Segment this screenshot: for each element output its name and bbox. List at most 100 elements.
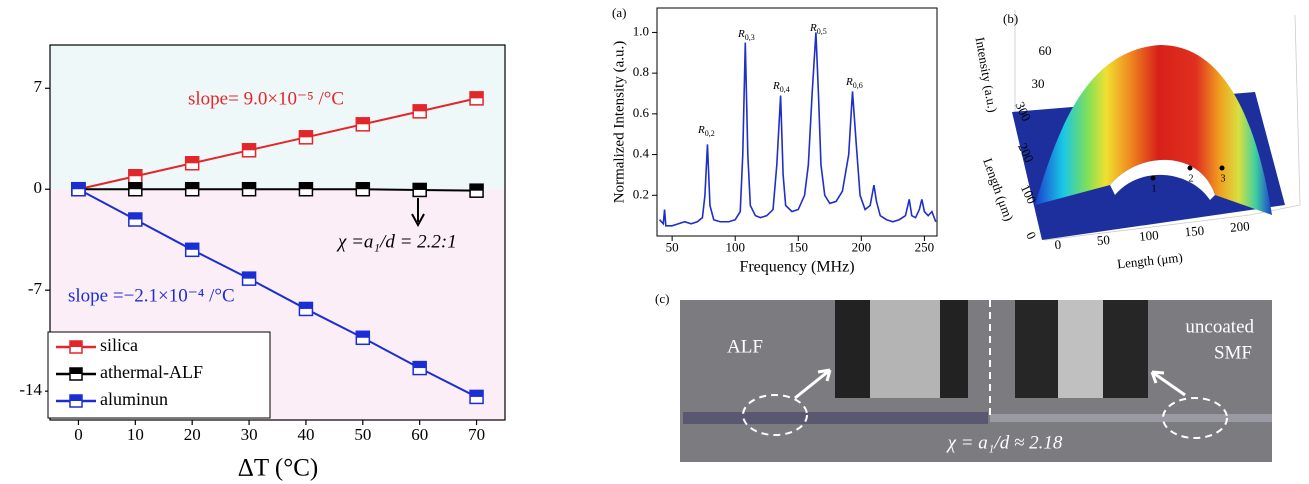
marker [71,181,86,197]
annotation: χ =a₁/d = 2.2:1 [336,231,457,252]
peak-label-main: R [845,76,853,88]
peak-label: R0,3 [737,28,755,42]
zoom-ellipse [742,394,808,436]
y-tick-label: 0.8 [633,64,649,79]
plot-frame [49,44,506,421]
zoom-ellipse [1162,397,1228,439]
x-axis-label: Frequency (MHz) [739,259,854,276]
y-tick-label: 300 [1012,99,1034,123]
marker [298,130,314,145]
marker [184,156,200,171]
annotation-arrow [411,198,425,228]
marker-fill [185,182,199,190]
marker-fill [128,213,142,220]
box-frame [1014,10,1301,241]
y-tick-label: -7 [28,279,43,298]
peak-label-main: R [737,28,745,40]
legend-marker-fill [70,395,82,401]
peak-label-sub: 0,4 [780,85,790,94]
legend-marker-fill [70,368,82,374]
x-tick-label: 70 [468,425,485,444]
marker [184,181,200,197]
smf-label: SMF [1214,342,1252,363]
marker-fill [356,117,370,125]
marker-fill [128,182,142,190]
marker [128,212,143,227]
marker [355,117,371,132]
x-tick-label: 40 [297,425,314,444]
y-axis-label: Normalized Intensity (a.u.) [611,41,627,203]
panel-label: (c) [655,291,669,306]
arrow [1150,370,1186,397]
marker [412,182,427,198]
smf-fiber [990,414,1272,422]
y-axis-label: Length (μm) [980,156,1017,223]
marker-fill [185,243,199,250]
location-dot [1150,175,1156,181]
legend: silica athermal-ALF aluminun [47,331,271,419]
marker-fill [413,104,427,112]
marker [355,181,371,197]
micrograph: (c) ALF uncoated SMF χ = a₁/d ≈ 2.18 [655,291,1272,462]
x-tick-label: 60 [411,425,428,444]
marker-fill [71,182,85,190]
peak-label-sub: 0,3 [745,33,755,42]
peak-label-sub: 0,6 [853,81,863,90]
x-tick-label: 250 [915,239,935,254]
z-tick-label: 30 [1032,76,1045,91]
x-tick-label: 0 [74,425,83,444]
smf-label: uncoated [1185,316,1254,337]
panel-label: (b) [1003,11,1018,26]
location-dot [1219,165,1225,171]
legend-marker-fill [70,341,82,347]
x-tick-label: 150 [789,239,809,254]
arrow [794,368,832,400]
series-line [78,97,477,191]
marker-fill [470,184,484,191]
peak-label-main: R [772,80,780,92]
peak-label-sub: 0,2 [705,129,715,138]
marker [355,330,371,346]
sem-fiber-right [1058,300,1103,398]
y-tick-label: 0.6 [633,105,650,120]
marker-fill [242,182,256,190]
legend-label: athermal-ALF [100,362,203,382]
panel-label: (a) [612,5,626,20]
marker-fill [356,182,370,190]
y-tick-label: 100 [1018,182,1040,206]
z-axis-label: Intensity (a.u.) [972,36,1000,114]
peak-label-main: R [809,22,817,34]
marker-fill [470,390,484,397]
marker-fill [185,156,199,164]
sem-fiber-left [870,300,940,398]
annotation: slope =−2.1×10⁻⁴ /°C [68,285,235,306]
marker-fill [413,361,427,369]
legend-label: aluminun [100,389,168,409]
marker [469,91,484,106]
y-tick-label: 7 [34,77,43,96]
marker [241,181,257,197]
marker [469,183,484,198]
series-line [658,32,937,227]
series-line [77,188,478,398]
marker [241,143,257,158]
x-tick-label: 20 [184,425,201,444]
y-tick-label: 0 [1023,229,1039,241]
x-tick-label: 150 [1184,223,1205,240]
x-axis-label: ΔT (°C) [238,455,318,482]
marker [298,181,314,197]
marker [412,360,427,376]
x-tick-label: 50 [666,239,679,254]
marker [184,242,200,258]
x-tick-label: 50 [1096,232,1110,248]
annotation: slope= 9.0×10⁻⁵ /°C [188,88,344,109]
peak-label: R0,4 [772,80,790,94]
marker-fill [299,302,313,309]
legend-label: silica [100,335,138,355]
location-label: 2 [1189,173,1194,184]
y-tick-label: 200 [1015,141,1037,165]
marker-fill [470,91,484,99]
alf-fiber [683,412,988,424]
